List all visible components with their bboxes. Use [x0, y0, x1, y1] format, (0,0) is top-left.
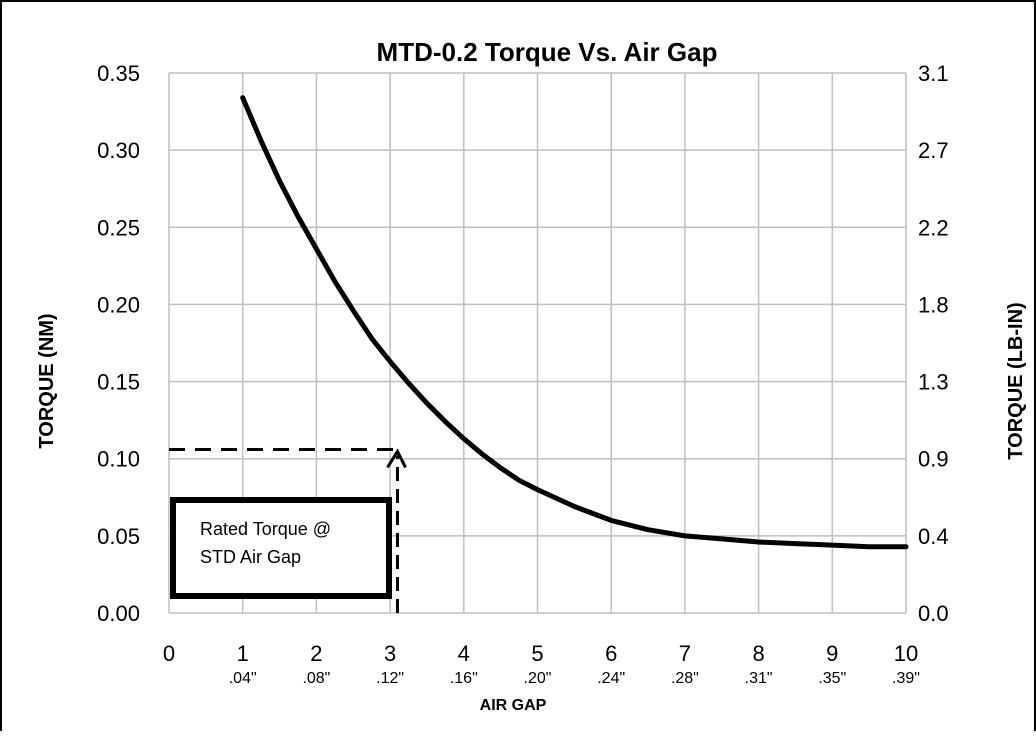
- y-tick-label-left: 0.35: [97, 61, 140, 86]
- x-tick-label: 8: [752, 641, 764, 666]
- x-tick-label: 0: [163, 641, 175, 666]
- x-tick-label: 2: [310, 641, 322, 666]
- series-layer: [240, 95, 909, 550]
- y-tick-label-right: 2.2: [918, 215, 949, 240]
- y-tick-label-right: 1.3: [918, 370, 949, 395]
- x-subtick-label: .24": [597, 670, 625, 687]
- x-tick-label: 10: [894, 641, 918, 666]
- y-axis-title-left: TORQUE (NM): [36, 313, 58, 448]
- x-tick-label: 3: [384, 641, 396, 666]
- y-tick-label-right: 2.7: [918, 138, 949, 163]
- x-subtick-label: .20": [524, 670, 552, 687]
- annotation-box: [170, 497, 392, 599]
- y-tick-label-right: 0.9: [918, 447, 949, 472]
- x-tick-label: 9: [826, 641, 838, 666]
- y-tick-label-left: 0.10: [97, 447, 140, 472]
- y-tick-label-left: 0.25: [97, 215, 140, 240]
- x-tick-label: 1: [237, 641, 249, 666]
- annotation-line-2: STD Air Gap: [200, 547, 301, 567]
- x-tick-label: 6: [605, 641, 617, 666]
- y-tick-label-right: 1.8: [918, 292, 949, 317]
- x-subtick-label: .12": [376, 670, 404, 687]
- y-tick-label-right: 0.4: [918, 524, 949, 549]
- y-tick-label-left: 0.20: [97, 292, 140, 317]
- x-axis-title: AIR GAP: [480, 697, 547, 714]
- y-tick-label-right: 3.1: [918, 61, 949, 86]
- y-tick-label-left: 0.00: [97, 601, 140, 626]
- x-subtick-label: .35": [818, 670, 846, 687]
- x-tick-label: 4: [458, 641, 470, 666]
- x-subtick-label: .39": [892, 670, 920, 687]
- x-subtick-label: .28": [671, 670, 699, 687]
- chart-title: MTD-0.2 Torque Vs. Air Gap: [377, 37, 718, 67]
- x-tick-label: 7: [679, 641, 691, 666]
- x-subtick-label: .08": [302, 670, 330, 687]
- y-tick-label-right: 0.0: [918, 601, 949, 626]
- x-subtick-label: .31": [745, 670, 773, 687]
- y-tick-label-left: 0.30: [97, 138, 140, 163]
- x-subtick-label: .16": [450, 670, 478, 687]
- x-tick-label: 5: [531, 641, 543, 666]
- grid: [168, 72, 907, 614]
- annotation-line-1: Rated Torque @: [200, 519, 331, 539]
- y-axis-title-right: TORQUE (LB-IN): [1005, 302, 1027, 459]
- tick-labels: 0 1 2 3 4 5 6 7 8 9 10 .04" .08" .12" .16" .20" .24" .28"…: [97, 61, 948, 687]
- reference-lines: [169, 447, 407, 613]
- torque-curve: [240, 95, 909, 550]
- y-tick-label-left: 0.15: [97, 370, 140, 395]
- y-tick-label-left: 0.05: [97, 524, 140, 549]
- x-subtick-label: .04": [229, 670, 257, 687]
- reference-arrow: [386, 448, 407, 469]
